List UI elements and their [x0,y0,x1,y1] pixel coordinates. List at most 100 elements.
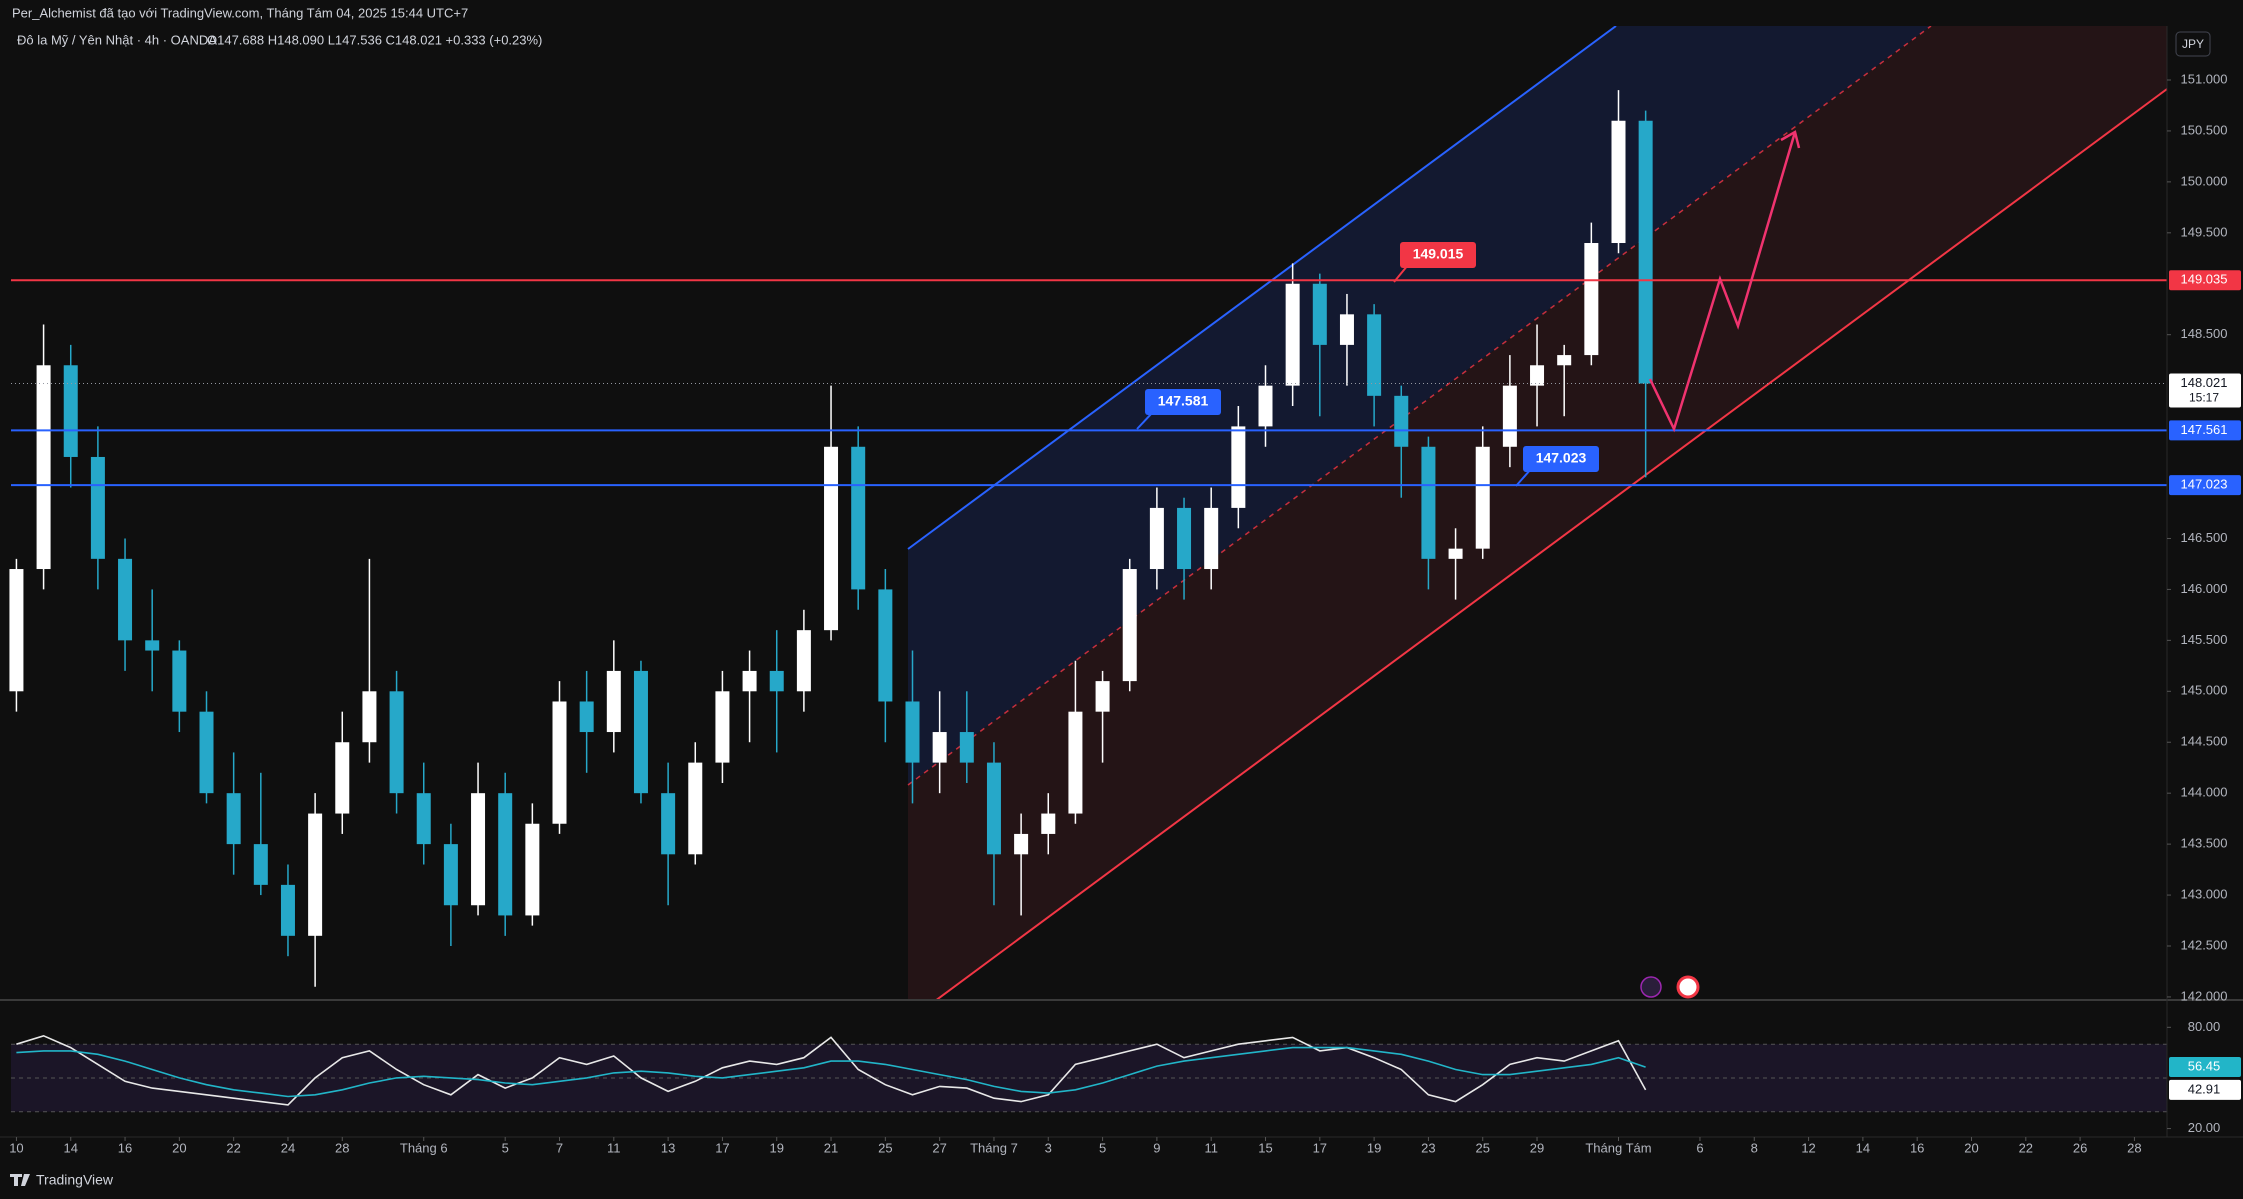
x-tick-label: 29 [1530,1140,1544,1155]
candle-body [1339,314,1354,345]
candle-body [145,640,160,651]
x-tick-label: 5 [1099,1140,1106,1155]
candle-body [335,742,350,814]
candle-body [1367,314,1382,396]
candle-body [525,823,540,916]
candle-body [389,691,404,794]
candle-body [471,793,486,906]
candle-body [1041,813,1056,834]
candle-body [362,691,377,743]
x-tick-label: 27 [932,1140,946,1155]
candle-body [824,446,839,631]
ohlc: O147.688 H148.090 L147.536 C148.021 +0.3… [207,32,542,47]
rsi-value-label: 56.45 [2188,1058,2221,1073]
rsi-tick-label: 80.00 [2188,1019,2221,1034]
y-tick-label: 151.000 [2181,71,2228,86]
callout-box [1523,446,1599,472]
x-tick-label: 16 [118,1140,132,1155]
candle-body [851,446,866,590]
candle-body [443,844,458,906]
x-tick-label: 25 [1475,1140,1489,1155]
channel-upper [907,26,1617,550]
candle-body [1177,507,1192,570]
current-price-box [2169,373,2241,408]
x-tick-label: 22 [226,1140,240,1155]
channel-fill-red [908,26,2167,1000]
level-label-box [2169,420,2241,441]
x-tick-label: Tháng Tám [1585,1140,1651,1155]
y-tick-label: 144.500 [2181,734,2228,749]
candle-body [1584,243,1599,356]
callout-label: 149.015 [1413,246,1464,262]
x-tick-label: 21 [824,1140,838,1155]
callout-label: 147.023 [1536,450,1587,466]
candle-body [90,456,105,559]
candle-body [932,732,947,763]
candle-body [742,670,757,692]
x-tick-label: Tháng 6 [400,1140,448,1155]
candle-body [796,630,811,692]
y-tick-label: 146.500 [2181,530,2228,545]
symbol: Đô la Mỹ / Yên Nhật · 4h · OANDA [17,32,217,47]
candle-body [1530,365,1545,386]
level-label: 147.561 [2181,422,2228,437]
candle-body [498,793,513,916]
candle-body [1285,283,1300,386]
candle-body [1231,426,1246,508]
candle-body [1638,120,1653,384]
x-tick-label: 28 [2127,1140,2141,1155]
y-tick-label: 142.500 [2181,937,2228,952]
x-tick-label: 10 [9,1140,23,1155]
brand-logo [10,1174,30,1186]
x-tick-label: 12 [1801,1140,1815,1155]
x-tick-label: 19 [769,1140,783,1155]
x-tick-label: 22 [2019,1140,2033,1155]
currency-button[interactable] [2175,31,2211,57]
event-icon[interactable] [1640,976,1662,998]
countdown: 15:17 [2189,391,2219,405]
y-tick-label: 142.000 [2181,988,2228,1003]
candle-body [552,701,567,824]
channel-mid [907,26,1932,786]
rsi-line [16,1034,1647,1106]
x-tick-label: 11 [607,1140,621,1155]
candle-body [1204,507,1219,570]
candle-body [606,670,621,733]
x-tick-label: 20 [1964,1140,1978,1155]
candle-body [633,670,648,794]
candle-body [1557,355,1572,366]
flag-icon[interactable] [1676,975,1700,999]
drawings [907,26,2167,1000]
candle-body [959,732,974,763]
y-tick-label: 145.500 [2181,632,2228,647]
candle-body [1394,395,1409,447]
x-tick-label: 17 [715,1140,729,1155]
y-tick-label: 148.500 [2181,326,2228,341]
candle-body [1068,711,1083,814]
candle-body [986,762,1001,855]
candle-body [308,813,323,936]
candle-body [579,701,594,733]
x-tick-label: 25 [878,1140,892,1155]
callout-label: 147.581 [1158,393,1209,409]
candle-body [36,365,51,570]
rsi-value-label: 42.91 [2188,1081,2221,1096]
level-label-box [2169,475,2241,496]
marks [9,90,2167,1113]
x-tick-label: 17 [1313,1140,1327,1155]
y-tick-label: 150.500 [2181,122,2228,137]
candle-body [1312,283,1327,345]
x-tick-label: 8 [1751,1140,1758,1155]
x-tick-label: 16 [1910,1140,1924,1155]
candle-body [715,691,730,763]
candle-body [118,558,133,641]
candle-body [1258,385,1273,427]
candle-body [769,670,784,692]
level-label-box [2169,270,2241,291]
x-tick-label: 7 [556,1140,563,1155]
candle-body [253,844,268,885]
x-tick-label: 20 [172,1140,186,1155]
x-tick-label: 14 [64,1140,78,1155]
